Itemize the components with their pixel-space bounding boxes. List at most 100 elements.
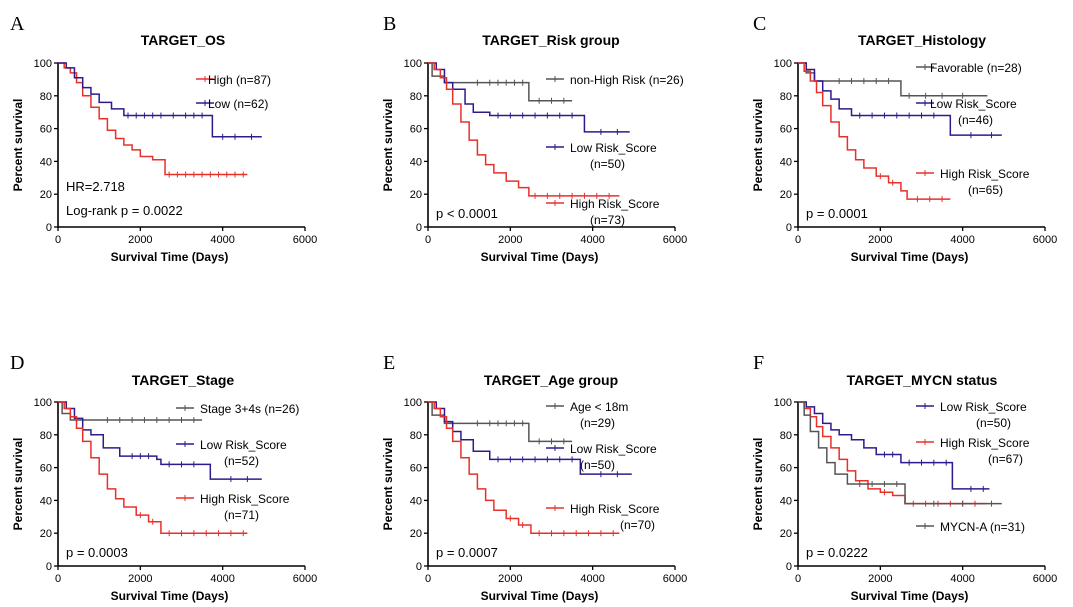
- x-axis-title-F: Survival Time (Days): [851, 589, 969, 603]
- km-curve-C-2: [798, 62, 1002, 136]
- legend-label-C: (n=46): [958, 113, 993, 127]
- legend-label-F: High Risk_Score: [940, 436, 1030, 450]
- y-tick-label-B: 60: [410, 124, 422, 136]
- legend-label-B: (n=73): [590, 213, 625, 227]
- x-tick-label-F: 0: [795, 573, 801, 585]
- y-tick-label-E: 80: [410, 430, 422, 442]
- x-axis-title-D: Survival Time (Days): [111, 589, 229, 603]
- legend-label-C: Favorable (n=28): [930, 61, 1022, 75]
- y-axis-title-E: Percent survival: [381, 438, 395, 531]
- x-tick-label-A: 6000: [293, 234, 317, 246]
- km-curve-D-3: [58, 401, 248, 534]
- x-tick-label-E: 4000: [580, 573, 604, 585]
- legend-label-B: non-High Risk (n=26): [570, 73, 684, 87]
- stat-annotation-E: p = 0.0007: [436, 545, 498, 560]
- legend-label-B: Low Risk_Score: [570, 141, 657, 155]
- km-curve-D-1: [58, 401, 203, 421]
- y-axis-title-A: Percent survival: [11, 99, 25, 192]
- legend-label-F: (n=50): [976, 416, 1011, 430]
- stat-annotation-C: p = 0.0001: [806, 206, 868, 221]
- legend-label-E: Age < 18m: [570, 400, 628, 414]
- x-tick-label-A: 0: [55, 234, 61, 246]
- y-tick-label-E: 60: [410, 463, 422, 475]
- legend-label-C: (n=65): [968, 183, 1003, 197]
- stat-annotation-D: p = 0.0003: [66, 545, 128, 560]
- y-tick-label-A: 100: [34, 58, 52, 70]
- x-tick-label-D: 2000: [128, 573, 152, 585]
- legend-label-E: High Risk_Score: [570, 502, 660, 516]
- km-curve-C-3: [798, 62, 951, 200]
- panel-title-F: TARGET_MYCN status: [847, 372, 998, 388]
- x-tick-label-D: 0: [55, 573, 61, 585]
- y-tick-label-B: 100: [404, 58, 422, 70]
- x-tick-label-F: 2000: [868, 573, 892, 585]
- km-curve-F-1: [798, 401, 990, 490]
- panel-letter-D: D: [10, 352, 24, 374]
- y-tick-label-B: 0: [416, 222, 422, 234]
- y-tick-label-A: 20: [40, 189, 52, 201]
- legend-label-E: (n=70): [620, 518, 655, 532]
- panel-title-E: TARGET_Age group: [484, 372, 618, 388]
- y-tick-label-D: 80: [40, 430, 52, 442]
- km-curve-F-2: [798, 401, 988, 505]
- y-tick-label-C: 40: [780, 156, 792, 168]
- y-tick-label-D: 20: [40, 528, 52, 540]
- km-curve-E-3: [428, 401, 620, 534]
- panel-title-A: TARGET_OS: [141, 32, 226, 48]
- x-tick-label-B: 6000: [663, 234, 687, 246]
- y-tick-label-B: 20: [410, 189, 422, 201]
- km-curve-D-2: [58, 401, 262, 480]
- y-tick-label-D: 60: [40, 463, 52, 475]
- y-tick-label-A: 40: [40, 156, 52, 168]
- legend-label-F: (n=67): [988, 452, 1023, 466]
- legend-label-D: (n=52): [224, 454, 259, 468]
- y-tick-label-F: 100: [774, 397, 792, 409]
- x-tick-label-C: 4000: [950, 234, 974, 246]
- panel-letter-E: E: [383, 352, 395, 374]
- legend-label-A: Low (n=62): [208, 97, 268, 111]
- panel-letter-B: B: [383, 13, 396, 35]
- x-tick-label-F: 4000: [950, 573, 974, 585]
- y-tick-label-F: 0: [786, 561, 792, 573]
- y-tick-label-E: 100: [404, 397, 422, 409]
- x-tick-label-E: 0: [425, 573, 431, 585]
- km-curve-A-1: [58, 62, 248, 176]
- y-tick-label-F: 20: [780, 528, 792, 540]
- y-tick-label-C: 20: [780, 189, 792, 201]
- x-tick-label-E: 2000: [498, 573, 522, 585]
- y-tick-label-C: 0: [786, 222, 792, 234]
- panel-letter-C: C: [753, 13, 766, 35]
- y-tick-label-C: 60: [780, 124, 792, 136]
- y-tick-label-B: 40: [410, 156, 422, 168]
- x-tick-label-A: 2000: [128, 234, 152, 246]
- x-axis-title-E: Survival Time (Days): [481, 589, 599, 603]
- y-tick-label-E: 40: [410, 495, 422, 507]
- x-tick-label-C: 6000: [1033, 234, 1057, 246]
- x-tick-label-B: 2000: [498, 234, 522, 246]
- legend-label-D: High Risk_Score: [200, 492, 290, 506]
- y-tick-label-B: 80: [410, 91, 422, 103]
- x-tick-label-A: 4000: [210, 234, 234, 246]
- x-tick-label-F: 6000: [1033, 573, 1057, 585]
- stat-annotation-B: p < 0.0001: [436, 206, 498, 221]
- x-tick-label-B: 0: [425, 234, 431, 246]
- y-tick-label-E: 20: [410, 528, 422, 540]
- y-tick-label-F: 40: [780, 495, 792, 507]
- y-axis-title-B: Percent survival: [381, 99, 395, 192]
- km-curve-F-3: [798, 401, 1002, 505]
- y-tick-label-D: 0: [46, 561, 52, 573]
- legend-label-A: High (n=87): [208, 73, 271, 87]
- legend-label-C: Low Risk_Score: [930, 97, 1017, 111]
- stat-annotation-A: Log-rank p = 0.0022: [66, 203, 183, 218]
- x-tick-label-C: 0: [795, 234, 801, 246]
- y-tick-label-A: 60: [40, 124, 52, 136]
- legend-label-C: High Risk_Score: [940, 167, 1030, 181]
- legend-label-E: (n=50): [580, 458, 615, 472]
- stat-annotation-F: p = 0.0222: [806, 545, 868, 560]
- y-tick-label-F: 60: [780, 463, 792, 475]
- km-curve-B-1: [428, 62, 573, 102]
- legend-label-D: (n=71): [224, 508, 259, 522]
- y-tick-label-F: 80: [780, 430, 792, 442]
- x-tick-label-D: 4000: [210, 573, 234, 585]
